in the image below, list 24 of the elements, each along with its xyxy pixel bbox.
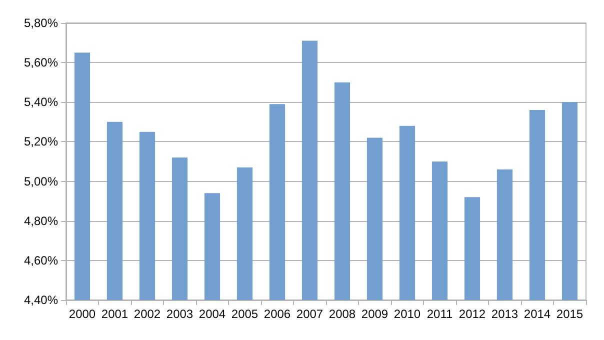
x-tick-label: 2014	[524, 307, 551, 321]
x-tick-label: 2015	[556, 307, 584, 321]
x-tick-label: 2006	[264, 307, 291, 321]
x-tick-label: 2004	[198, 307, 226, 321]
x-tick-label: 2005	[231, 307, 258, 321]
y-tick-label: 4,40%	[24, 293, 58, 307]
y-tick-label: 5,60%	[24, 56, 58, 70]
x-tick-label: 2009	[361, 307, 388, 321]
y-tick-label: 5,20%	[24, 134, 58, 149]
y-tick-label: 5,40%	[24, 95, 58, 110]
x-tick-label: 2001	[101, 307, 128, 321]
x-tick-label: 2007	[296, 307, 324, 321]
x-tick-label: 2003	[166, 307, 194, 321]
x-tick-label: 2002	[134, 307, 161, 321]
x-tick-label: 2010	[394, 307, 421, 321]
x-tick-label: 2011	[426, 307, 453, 321]
y-tick-label: 5,00%	[24, 174, 58, 188]
x-tick-label: 2012	[458, 307, 486, 321]
y-tick-label: 4,60%	[24, 253, 58, 268]
x-tick-label: 2000	[68, 307, 96, 321]
x-tick-label: 2008	[328, 307, 356, 321]
y-tick-label: 5,80%	[24, 16, 58, 30]
y-tick-label: 4,80%	[24, 214, 58, 228]
x-tick-label: 2013	[491, 307, 518, 321]
